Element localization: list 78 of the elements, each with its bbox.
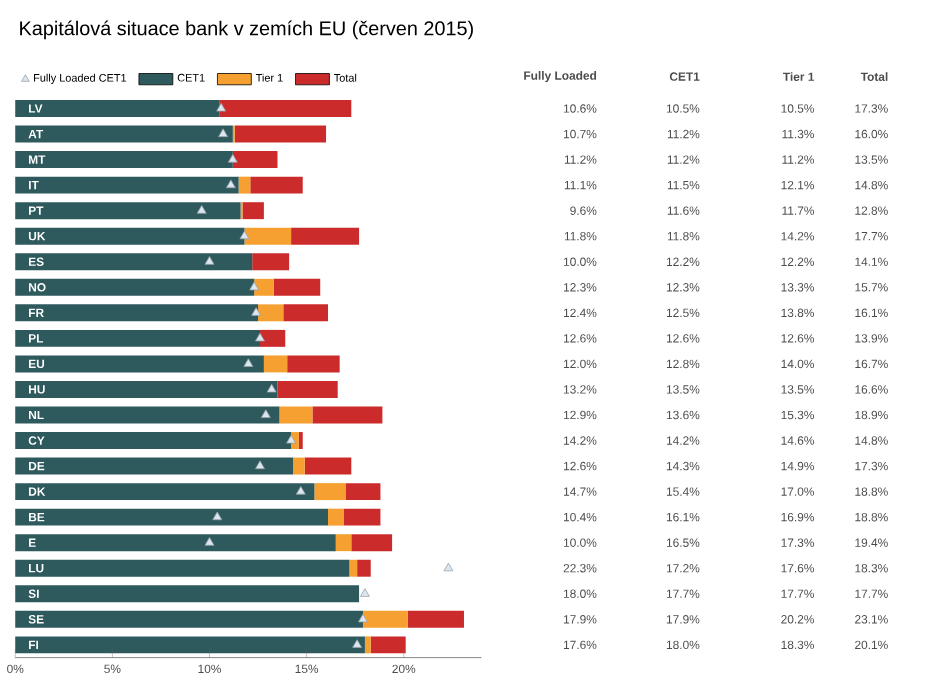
bar [364, 636, 371, 654]
point [443, 562, 454, 572]
bar [238, 176, 251, 194]
bar [258, 304, 284, 322]
bar [15, 432, 292, 450]
bar [291, 228, 360, 245]
point [216, 103, 227, 112]
bar [357, 560, 371, 578]
bar [15, 355, 264, 373]
bar [15, 202, 241, 220]
point [251, 307, 261, 317]
bar [15, 330, 260, 348]
bar [219, 100, 352, 118]
point [239, 230, 250, 240]
bar [279, 406, 313, 424]
point [249, 282, 260, 291]
point [204, 256, 215, 266]
bar [287, 355, 340, 373]
point [295, 486, 306, 495]
point [255, 333, 265, 342]
bar [328, 509, 344, 526]
chart-title: Kapitálová situace bank v zemích EU (červen 2015) [20, 20, 473, 40]
bar [314, 483, 346, 501]
bar [250, 176, 303, 194]
bar [15, 253, 253, 271]
bar [351, 534, 393, 552]
bar [15, 483, 315, 501]
bar [370, 636, 406, 654]
bar [15, 151, 233, 169]
bar [15, 125, 233, 143]
point [212, 511, 223, 521]
bar [15, 176, 239, 194]
bar [283, 304, 328, 322]
point [225, 179, 236, 189]
point [352, 639, 363, 649]
bar [15, 636, 365, 654]
bar [242, 202, 264, 220]
point [266, 384, 277, 393]
point [218, 128, 228, 138]
bar [343, 509, 381, 526]
bar [15, 560, 350, 578]
bar [15, 611, 363, 629]
bar [277, 381, 338, 399]
point [286, 435, 296, 444]
point [255, 460, 265, 470]
bar [15, 509, 328, 526]
bar [15, 381, 278, 399]
bar [312, 406, 383, 424]
bar [407, 611, 464, 629]
bar [293, 457, 305, 475]
bar [254, 279, 274, 297]
bar [15, 457, 294, 475]
bar [15, 100, 220, 118]
point [358, 614, 368, 623]
bar [260, 330, 286, 348]
bar [15, 406, 280, 424]
bar [232, 151, 278, 169]
bar [263, 355, 288, 373]
point [243, 358, 254, 368]
bar [335, 534, 352, 552]
bar [15, 585, 360, 603]
bar [15, 279, 255, 297]
point [227, 154, 238, 163]
bar [15, 304, 259, 322]
bar [252, 253, 290, 271]
bar [304, 457, 352, 475]
bar [273, 279, 321, 297]
point [196, 205, 207, 214]
point [360, 588, 370, 598]
point [260, 409, 271, 419]
bar [15, 534, 336, 552]
bar [345, 483, 381, 501]
bar [234, 125, 327, 143]
point [204, 537, 215, 546]
bar [15, 228, 245, 245]
bar [349, 560, 358, 578]
bar [362, 611, 408, 629]
bar [244, 228, 292, 245]
